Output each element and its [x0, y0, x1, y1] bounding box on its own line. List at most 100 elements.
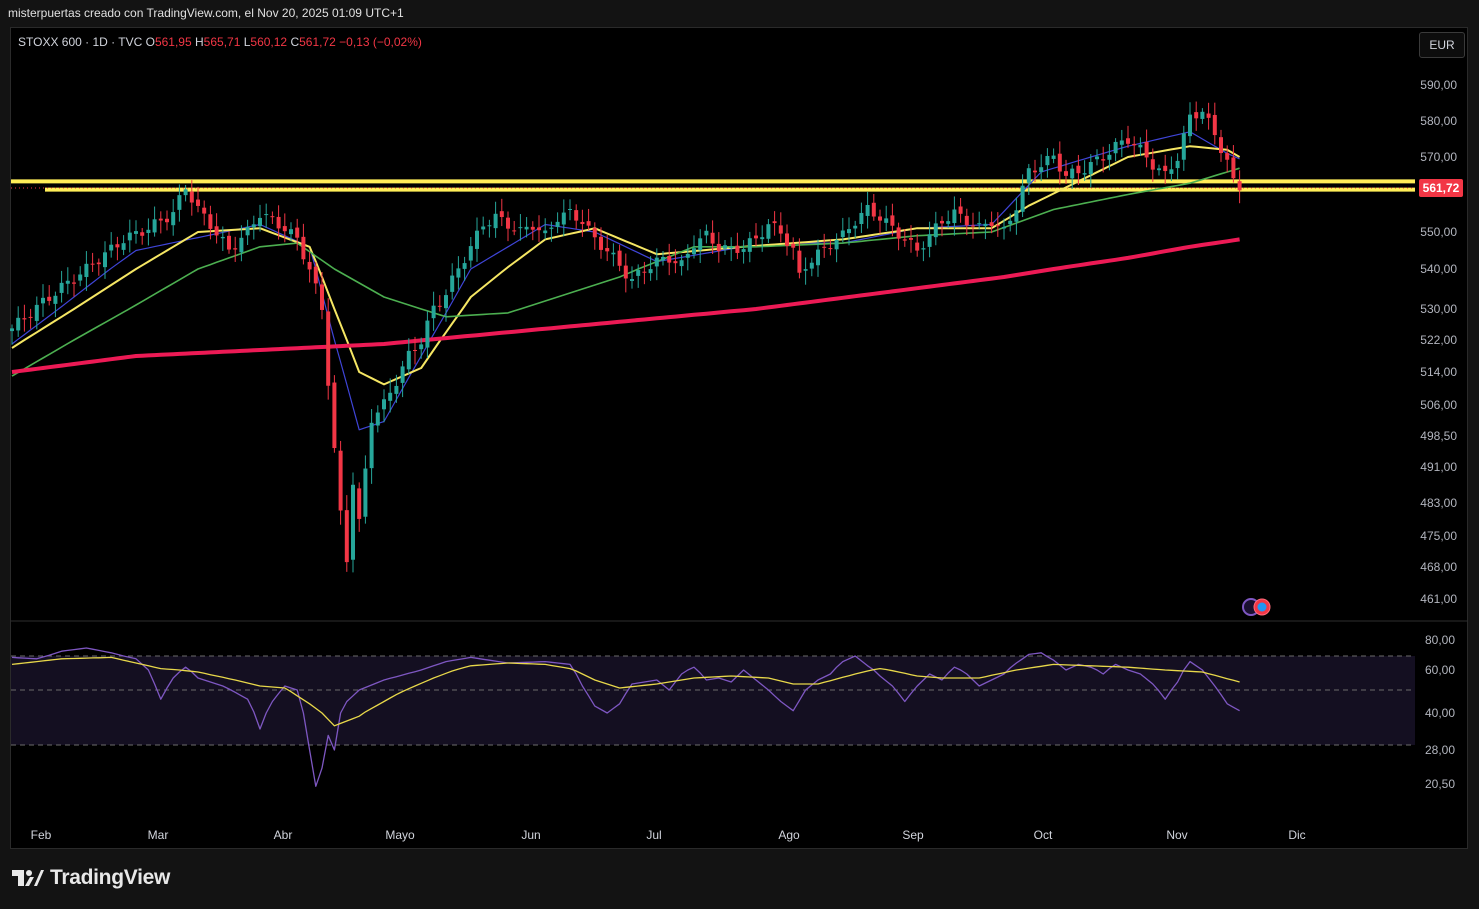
tradingview-logo[interactable]: TradingView — [12, 866, 170, 890]
candle-body — [605, 248, 609, 251]
y-tick-label: 498,50 — [1420, 429, 1457, 443]
rsi-tick-label: 80,00 — [1425, 633, 1455, 647]
candle-body — [432, 306, 436, 319]
candle-body — [1083, 173, 1087, 174]
candle-body — [221, 237, 225, 238]
candle-body — [351, 485, 355, 560]
candle-body — [109, 245, 113, 251]
candle-body — [1238, 181, 1242, 190]
candle-body — [1219, 137, 1223, 153]
candle-body — [494, 214, 498, 228]
candle-body — [450, 276, 454, 292]
candle-body — [506, 218, 510, 229]
candle-body — [10, 328, 14, 331]
candle-body — [1021, 186, 1025, 212]
candle-body — [1095, 156, 1099, 159]
y-tick-label: 570,00 — [1420, 150, 1457, 164]
candle-body — [611, 253, 615, 255]
candle-body — [140, 232, 144, 236]
x-tick-label: Jun — [521, 828, 540, 842]
candle-body — [146, 230, 150, 233]
y-tick-label: 580,00 — [1420, 114, 1457, 128]
candle-body — [463, 263, 467, 269]
candle-body — [215, 226, 219, 235]
candle-body — [785, 233, 789, 245]
candle-body — [909, 238, 913, 240]
candle-body — [971, 226, 975, 227]
candle-body — [264, 214, 268, 215]
candle-body — [190, 192, 194, 203]
y-tick-label: 506,00 — [1420, 398, 1457, 412]
candle-body — [438, 306, 442, 307]
candle-body — [91, 264, 95, 265]
candle-body — [115, 244, 119, 247]
y-tick-label: 475,00 — [1420, 529, 1457, 543]
candle-body — [748, 238, 752, 252]
candle-body — [419, 344, 423, 349]
candle-body — [456, 268, 460, 277]
y-tick-label: 590,00 — [1420, 78, 1457, 92]
candle-body — [872, 203, 876, 217]
candle-body — [388, 393, 392, 401]
candle-body — [636, 270, 640, 276]
y-tick-label: 514,00 — [1420, 365, 1457, 379]
candle-body — [673, 261, 677, 263]
x-tick-label: Nov — [1166, 828, 1187, 842]
candle-body — [1107, 155, 1111, 160]
candle-body — [227, 236, 231, 250]
x-tick-label: Mayo — [385, 828, 415, 842]
candle-body — [884, 218, 888, 223]
candle-body — [822, 247, 826, 248]
x-tick-label: Sep — [902, 828, 924, 842]
candle-body — [729, 247, 733, 248]
candle-body — [773, 221, 777, 223]
candle-body — [692, 248, 696, 254]
candle-body — [475, 231, 479, 249]
candle-body — [525, 227, 529, 230]
candle-body — [425, 321, 429, 348]
candle-body — [153, 219, 157, 232]
candle-body — [1194, 112, 1198, 118]
candle-body — [394, 386, 398, 394]
candle-body — [804, 269, 808, 271]
candle-body — [1002, 227, 1006, 229]
candle-body — [704, 231, 708, 236]
candle-body — [835, 240, 839, 249]
candle-body — [618, 251, 622, 266]
candle-body — [1052, 156, 1056, 159]
candle-body — [921, 248, 925, 249]
last-price-tag-label: 561,72 — [1423, 181, 1460, 195]
candle-body — [134, 231, 138, 234]
candle-body — [859, 213, 863, 224]
candle-body — [208, 214, 212, 229]
candle-body — [698, 238, 702, 250]
candle-body — [239, 238, 243, 253]
candle-body — [996, 225, 1000, 226]
candle-body — [965, 216, 969, 225]
rsi-band — [11, 656, 1415, 745]
candle-body — [84, 264, 88, 277]
candle-body — [580, 222, 584, 224]
candle-body — [742, 249, 746, 252]
candle-body — [760, 237, 764, 239]
candle-body — [1213, 115, 1217, 135]
candle-body — [1014, 210, 1018, 221]
candle-body — [983, 224, 987, 226]
rsi-tick-label: 28,00 — [1425, 743, 1455, 757]
candle-body — [500, 211, 504, 217]
candle-body — [946, 221, 950, 224]
candle-body — [1176, 161, 1180, 168]
x-tick-label: Dic — [1288, 828, 1305, 842]
candle-body — [1200, 112, 1204, 119]
candle-body — [1070, 169, 1074, 179]
x-tick-label: Feb — [31, 828, 52, 842]
tradingview-logo-icon — [12, 868, 44, 888]
candle-body — [314, 267, 318, 284]
candle-body — [766, 224, 770, 239]
candle-body — [357, 488, 361, 519]
candle-body — [295, 228, 299, 238]
candle-body — [1225, 153, 1229, 160]
candle-body — [1231, 157, 1235, 178]
candle-body — [1163, 166, 1167, 171]
